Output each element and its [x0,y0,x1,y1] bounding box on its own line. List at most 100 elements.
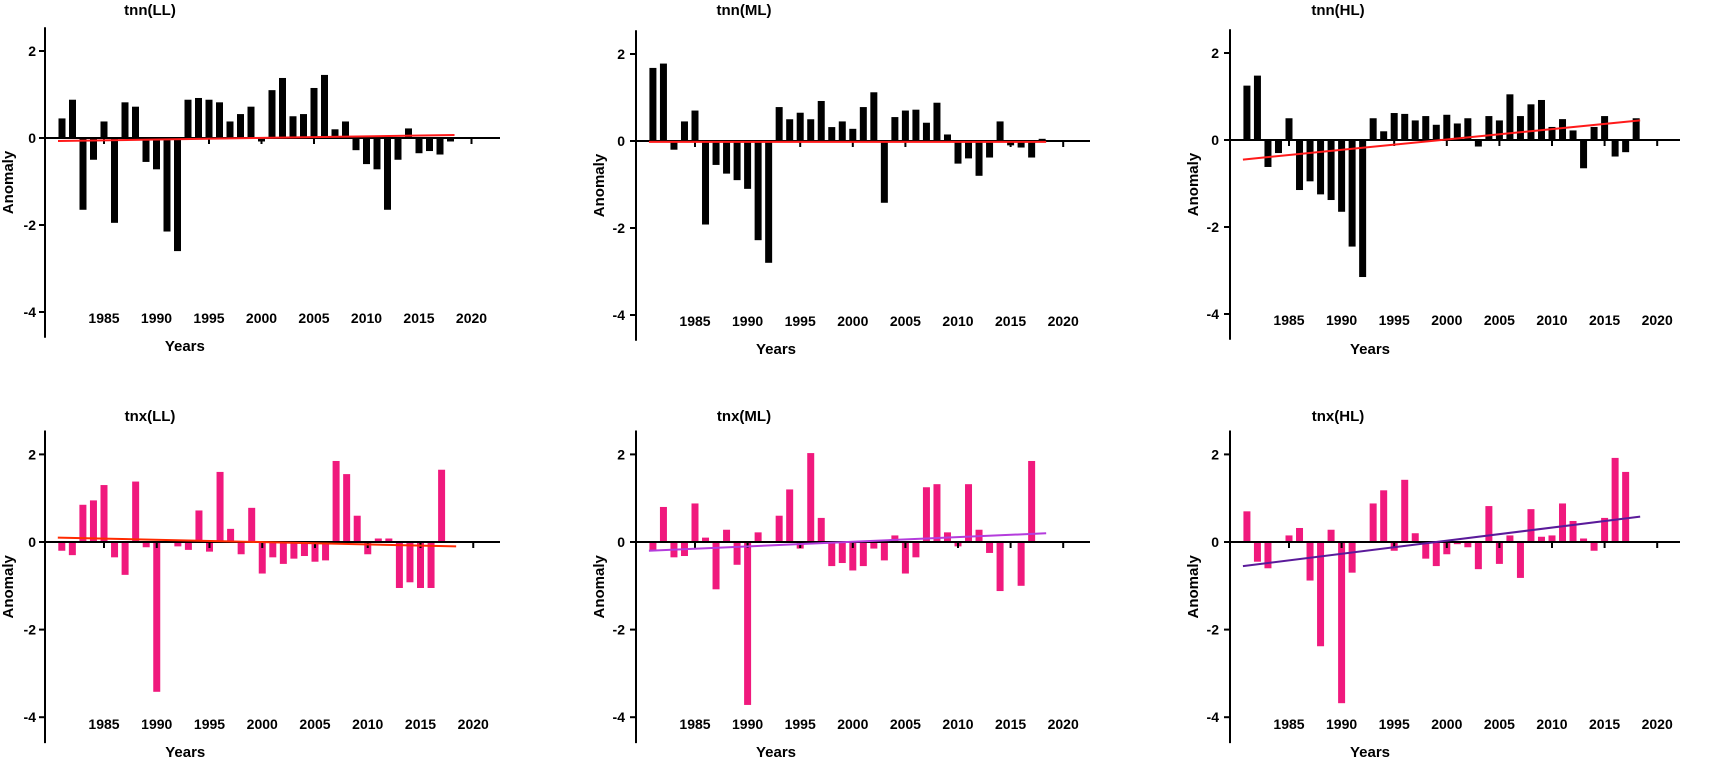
bar-1998 [1422,542,1430,559]
bar-1991 [754,141,762,241]
y-tick-label: -2 [24,622,37,638]
bar-2011 [965,484,973,542]
bar-1997 [817,100,825,141]
x-tick-label: 2020 [456,310,487,326]
x-axis-label: Years [1350,341,1390,358]
trend-line [648,532,1047,552]
x-tick-label: 2015 [405,716,436,732]
bar-2006 [321,74,328,138]
bar-2015 [1601,517,1609,542]
bar-1982 [659,63,667,141]
y-axis-label: Anomaly [0,554,17,618]
x-tick-label: 1995 [1379,716,1410,732]
y-tick-label: -2 [24,217,37,233]
bar-1999 [1432,542,1440,567]
bar-1990 [744,542,752,705]
bar-1981 [1243,511,1251,542]
x-axis-label: Years [165,744,205,761]
x-tick-label: 2010 [1536,716,1567,732]
bar-1996 [216,471,224,542]
bar-2008 [343,474,351,542]
bar-1991 [1348,140,1356,247]
bar-1993 [775,515,783,542]
x-tick-label: 2010 [1536,312,1567,328]
x-tick-label: 2020 [1048,716,1079,732]
bar-1989 [1327,529,1335,542]
x-tick-label: 1985 [1273,312,1304,328]
bar-2013 [1580,140,1588,169]
x-axis-label: Years [1350,744,1390,761]
bar-1985 [691,110,699,141]
bar-2006 [322,542,330,561]
bar-1981 [1243,85,1251,140]
bar-2003 [880,542,888,561]
bar-1991 [163,138,171,232]
x-tick-label: 2005 [1484,716,1515,732]
y-tick-label: -4 [613,709,626,725]
bar-2011 [965,141,973,159]
bar-2005 [311,542,319,562]
x-tick-label: 1985 [1273,716,1304,732]
bar-2015 [415,138,423,154]
bar-1995 [205,99,213,138]
x-tick-label: 1990 [732,313,763,329]
bar-1998 [828,542,836,567]
bar-1990 [153,542,161,692]
bar-2006 [912,109,920,141]
bar-2001 [268,90,276,138]
bar-1995 [796,112,804,141]
bar-1994 [1380,131,1388,140]
chart-title: tnx(ML) [717,408,771,425]
bar-2005 [901,542,909,574]
bar-2013 [986,141,994,158]
bar-1992 [174,542,182,547]
bar-1996 [1401,479,1409,542]
bar-2013 [395,542,403,588]
bar-2003 [289,116,297,138]
bar-2002 [1464,118,1472,140]
bar-1993 [775,107,783,141]
bar-2013 [1580,538,1588,542]
bar-1984 [680,121,688,141]
bar-2008 [933,102,941,141]
bar-1998 [237,114,244,138]
x-tick-label: 1985 [88,716,119,732]
trend-line [1242,119,1641,161]
bar-2003 [1474,140,1482,147]
bar-2017 [1622,140,1630,153]
bar-2001 [859,107,867,141]
x-tick-label: 1990 [1326,716,1357,732]
bar-1994 [1380,490,1388,542]
bar-1981 [649,67,657,141]
x-tick-label: 2000 [837,716,868,732]
bar-2001 [1453,123,1461,140]
y-tick-label: 0 [28,534,36,550]
x-tick-label: 2015 [1589,312,1620,328]
bar-2011 [374,538,382,542]
y-tick-label: -4 [1207,306,1220,322]
y-tick-label: 0 [617,534,625,550]
bar-1982 [69,99,76,138]
x-tick-label: 2020 [458,716,489,732]
y-tick-label: -2 [1207,219,1220,235]
bar-1997 [227,528,235,542]
chart-title: tnn(ML) [717,2,772,19]
bar-2000 [1443,114,1451,140]
panel-tnx-ll: tnx(LL) 2 0 -2 -4 Anomaly 1985 1990 1995 2000 2005… [0,408,500,761]
bar-2009 [1537,99,1545,140]
bar-2014 [1590,542,1598,551]
bar-1989 [733,542,741,565]
bar-2011 [1559,119,1567,140]
bar-1982 [1253,75,1261,140]
bar-2007 [331,129,339,138]
bar-2002 [870,542,878,549]
bar-1985 [1285,118,1293,140]
bar-2004 [891,535,899,542]
bar-2016 [1017,141,1025,148]
x-tick-label: 2020 [1642,312,1673,328]
bar-2012 [1569,520,1577,542]
y-tick-label: -4 [24,304,37,320]
bar-2005 [1495,542,1503,564]
bar-2017 [1622,471,1630,542]
bar-2016 [1611,457,1619,542]
